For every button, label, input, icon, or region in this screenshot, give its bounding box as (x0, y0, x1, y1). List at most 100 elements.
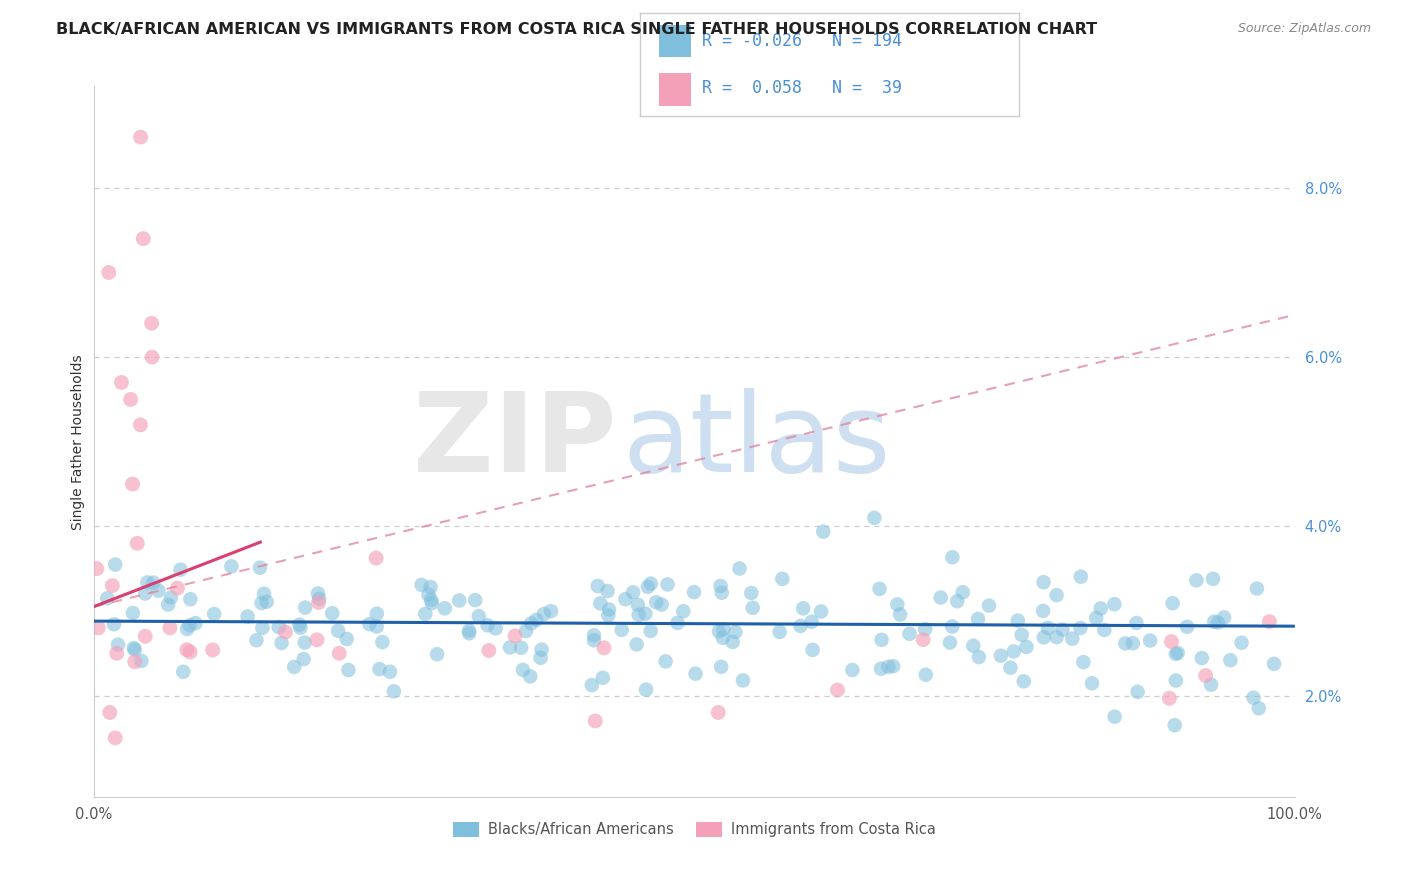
Point (654, 654, 676, 668)
Point (433, 601, 456, 615)
Point (294, 600, 316, 615)
Point (530, 642, 553, 657)
Point (1191, 651, 1213, 665)
Point (990, 648, 1012, 663)
Point (160, 591, 183, 605)
Point (939, 635, 962, 649)
Point (294, 635, 316, 649)
Point (1202, 572, 1225, 586)
Point (290, 621, 312, 635)
Text: R = -0.026   N = 194: R = -0.026 N = 194 (703, 31, 903, 50)
Point (1046, 630, 1069, 644)
Point (420, 596, 443, 610)
Point (1000, 661, 1022, 675)
Point (142, 575, 165, 590)
Point (179, 645, 201, 659)
Point (889, 607, 911, 622)
Point (731, 673, 754, 688)
Point (621, 585, 644, 599)
Point (148, 583, 170, 598)
Point (1247, 701, 1270, 715)
Point (741, 600, 763, 615)
Point (359, 617, 381, 632)
Point (941, 619, 963, 633)
Point (98, 706, 121, 720)
Point (1206, 615, 1229, 630)
Point (977, 599, 1000, 613)
Point (253, 587, 276, 601)
Point (1092, 623, 1115, 637)
Point (1230, 636, 1253, 650)
Point (179, 592, 201, 607)
Point (1073, 655, 1095, 669)
Point (288, 617, 311, 632)
Point (593, 640, 616, 655)
Point (711, 622, 734, 636)
Point (1243, 690, 1265, 705)
Point (1125, 615, 1147, 630)
Point (651, 598, 673, 612)
Point (709, 579, 731, 593)
Point (710, 586, 733, 600)
Point (1015, 640, 1038, 654)
Point (789, 619, 811, 633)
Point (249, 560, 271, 574)
Point (1263, 657, 1285, 671)
Point (515, 624, 537, 638)
Point (267, 620, 290, 634)
Point (292, 652, 315, 666)
Point (86, 561, 108, 575)
Point (326, 624, 349, 638)
Point (104, 731, 127, 745)
Point (967, 650, 990, 665)
Point (1070, 570, 1092, 584)
Point (141, 350, 163, 364)
Point (596, 584, 619, 599)
Point (136, 575, 159, 590)
Point (863, 511, 886, 525)
Point (129, 130, 152, 145)
Point (1007, 614, 1029, 628)
Point (637, 580, 659, 594)
Legend: Blacks/African Americans, Immigrants from Costa Rica: Blacks/African Americans, Immigrants fro… (447, 816, 941, 843)
Point (159, 621, 181, 635)
Point (882, 659, 904, 673)
Point (176, 622, 198, 636)
Point (1045, 588, 1067, 602)
Point (533, 607, 555, 621)
Point (1069, 621, 1091, 635)
Point (366, 607, 388, 621)
Point (740, 586, 762, 600)
Point (640, 624, 662, 638)
Point (710, 660, 733, 674)
Point (176, 642, 198, 657)
Point (962, 639, 984, 653)
Point (307, 586, 329, 600)
Point (305, 632, 328, 647)
Point (364, 551, 387, 566)
Point (132, 232, 155, 246)
Text: atlas: atlas (621, 388, 890, 495)
Point (1122, 636, 1144, 650)
Point (810, 605, 832, 619)
Point (610, 623, 633, 637)
Point (524, 613, 547, 627)
Point (1163, 718, 1185, 732)
Point (308, 595, 330, 609)
Point (666, 615, 689, 630)
Point (582, 633, 605, 648)
Point (420, 593, 443, 607)
Point (1258, 615, 1281, 629)
Point (529, 651, 551, 665)
Point (1126, 685, 1149, 699)
Point (946, 594, 969, 608)
Point (1032, 575, 1054, 590)
Point (1164, 673, 1187, 688)
Point (87, 621, 110, 635)
Point (274, 625, 297, 640)
Point (1159, 691, 1181, 706)
Point (929, 591, 952, 605)
Point (172, 665, 194, 679)
Point (914, 622, 936, 636)
Point (419, 580, 441, 594)
